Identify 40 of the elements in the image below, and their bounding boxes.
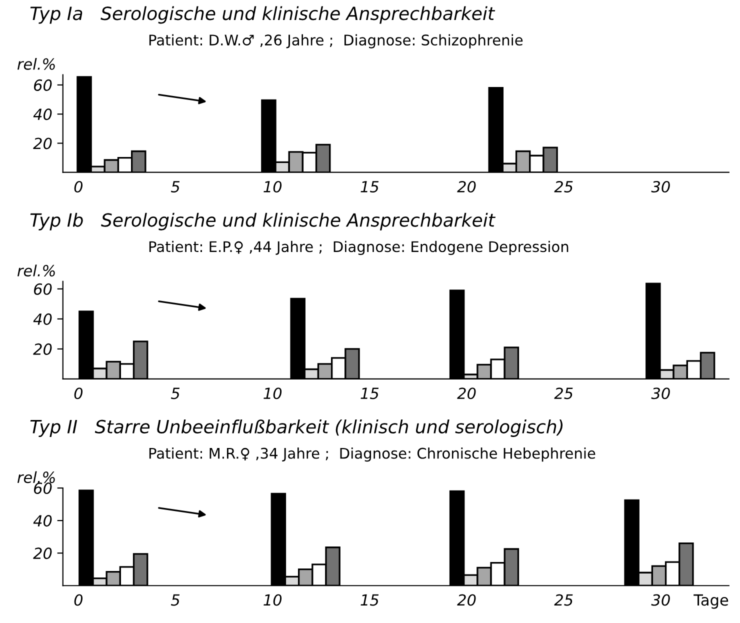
x-tick-label: 25 [554, 388, 573, 400]
chart-subtitle: Patient: M.R.♀ ,34 Jahre ; Diagnose: Chronische Hebephrenie [149, 448, 596, 462]
x-axis-title: Tage [694, 594, 728, 609]
x-tick-label: 20 [457, 594, 476, 606]
x-tick-label: 5 [170, 181, 180, 193]
x-tick-label: 20 [457, 388, 476, 400]
chart-subtitle: Patient: E.P.♀ ,44 Jahre ; Diagnose: Endogene Depression [149, 240, 568, 256]
y-tick-label: 40 [33, 515, 52, 527]
y-tick-label: 20 [33, 548, 52, 560]
y-tick-label: 20 [33, 138, 52, 150]
chart-subtitle: Patient: D.W.♂ ,26 Jahre ; Diagnose: Schizophrenie [149, 34, 523, 48]
x-tick-label: 30 [651, 180, 670, 193]
y-axis-title: rel.% [17, 471, 55, 484]
chart-title: Typ Ib Serologische und klinische Ansprechbarkeit [30, 212, 496, 230]
x-tick-label: 10 [264, 594, 282, 606]
x-tick-label: 5 [170, 594, 180, 606]
x-tick-label: 15 [360, 181, 379, 193]
x-tick-label: 15 [360, 594, 379, 606]
x-tick-label: 15 [360, 388, 379, 400]
y-tick-label: 60 [34, 283, 52, 295]
x-tick-label: 0 [74, 388, 83, 400]
y-tick-label: 40 [33, 313, 52, 325]
chart-title: Typ II Starre Unbeeinflußbarkeit (klinisch und serologisch) [30, 419, 563, 437]
x-tick-label: 10 [264, 180, 282, 193]
x-tick-label: 30 [651, 388, 670, 400]
x-tick-label: 0 [74, 180, 83, 193]
x-tick-label: 5 [170, 388, 180, 400]
y-tick-label: 20 [33, 343, 52, 355]
x-tick-label: 20 [457, 180, 476, 193]
y-axis-title: rel.% [17, 264, 55, 276]
x-tick-label: 10 [264, 388, 282, 400]
y-axis-title: rel.% [17, 58, 55, 70]
x-tick-label: 30 [651, 594, 670, 606]
x-tick-label: 25 [554, 180, 573, 193]
y-tick-label: 60 [34, 482, 52, 494]
x-tick-label: 25 [554, 594, 573, 606]
y-tick-label: 60 [34, 79, 52, 91]
y-tick-label: 40 [33, 108, 52, 120]
x-tick-label: 0 [74, 594, 83, 606]
chart-title: Typ Ia Serologische und klinische Ansprechbarkeit [30, 6, 496, 24]
